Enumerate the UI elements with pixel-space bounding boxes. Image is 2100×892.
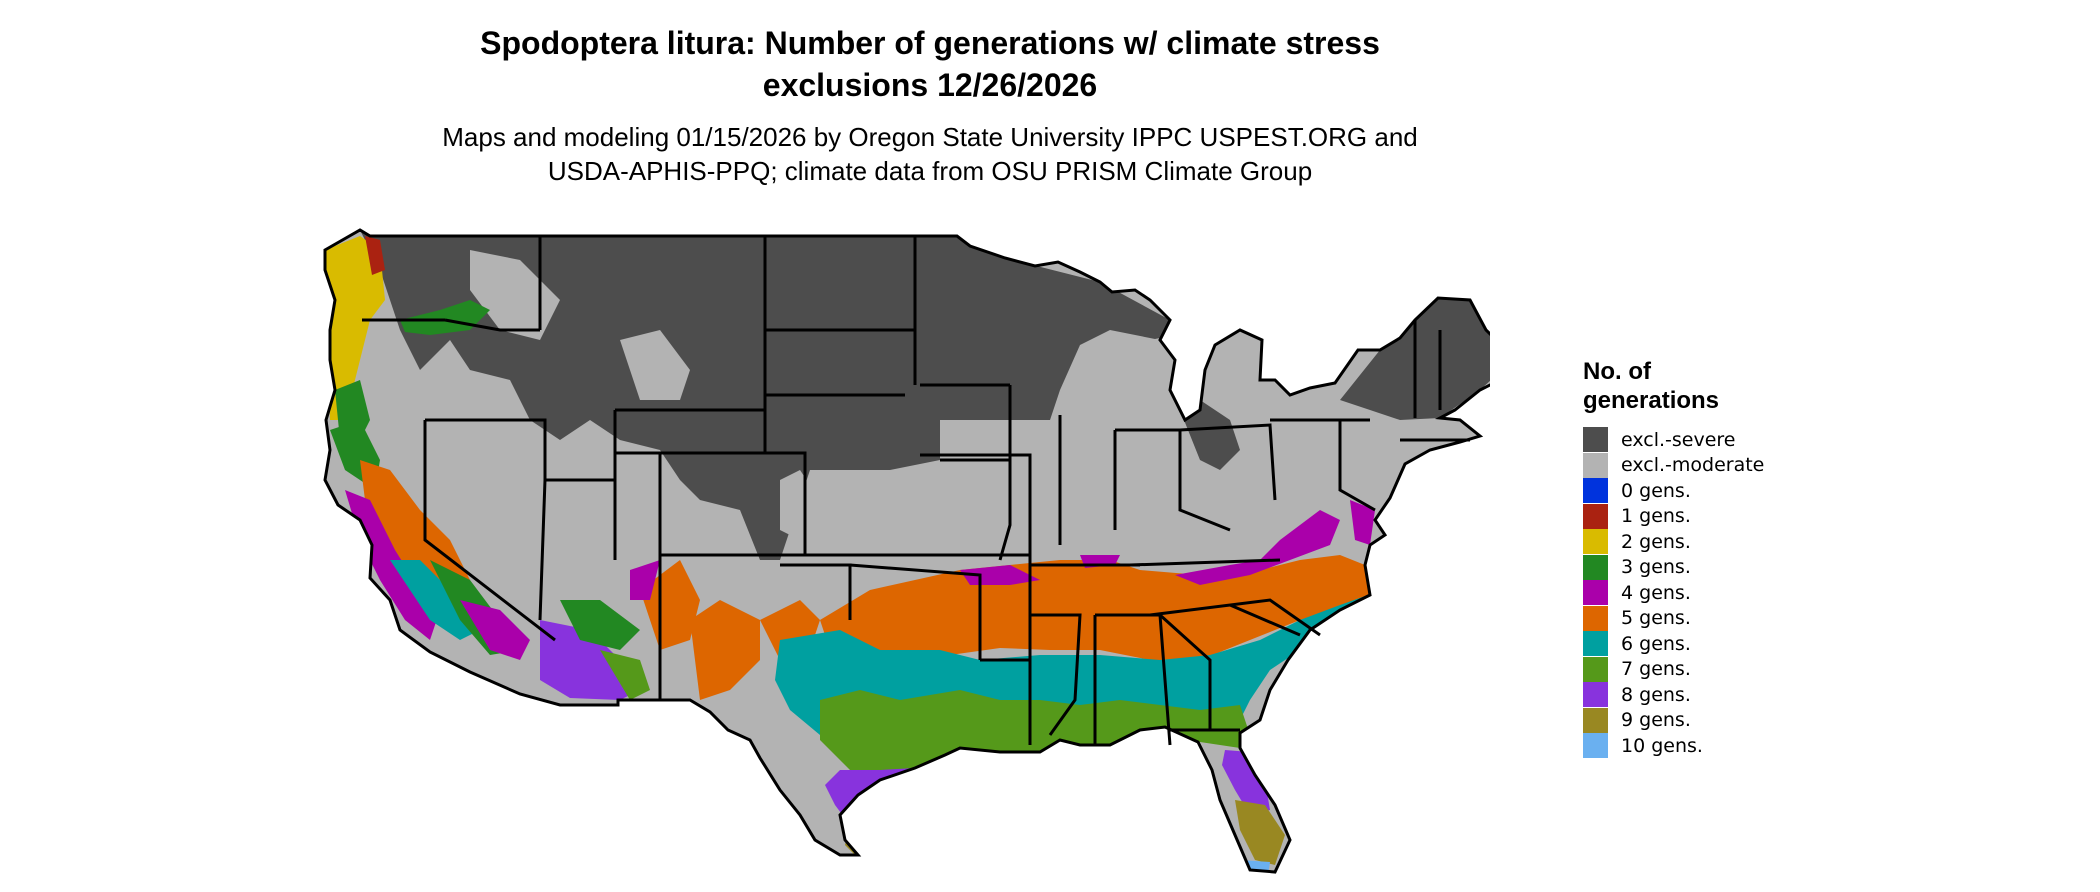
legend-swatch bbox=[1583, 427, 1608, 453]
map-title: Spodoptera litura: Number of generations… bbox=[0, 22, 1860, 106]
legend: No. of generations excl.-severe excl.-mod… bbox=[1583, 357, 1764, 759]
legend-label: 6 gens. bbox=[1621, 632, 1691, 655]
legend-label: 5 gens. bbox=[1621, 607, 1691, 630]
legend-item: 6 gens. bbox=[1583, 631, 1764, 657]
legend-item: 0 gens. bbox=[1583, 478, 1764, 504]
legend-item: 9 gens. bbox=[1583, 707, 1764, 734]
legend-label: excl.-moderate bbox=[1621, 454, 1765, 477]
legend-item: 3 gens. bbox=[1583, 554, 1764, 581]
legend-label: 1 gens. bbox=[1621, 505, 1691, 528]
legend-title: No. of generations bbox=[1583, 357, 1764, 415]
legend-item: 2 gens. bbox=[1583, 529, 1764, 555]
map-subtitle-line2: USDA-APHIS-PPQ; climate data from OSU PR… bbox=[547, 156, 1313, 186]
legend-items: excl.-severe excl.-moderate 0 gens. 1 gens.… bbox=[1583, 427, 1764, 759]
legend-label: 4 gens. bbox=[1621, 581, 1691, 604]
legend-item: 1 gens. bbox=[1583, 503, 1764, 530]
legend-swatch bbox=[1583, 707, 1608, 733]
legend-item: 10 gens. bbox=[1583, 733, 1764, 759]
map-title-line1: Spodoptera litura: Number of generations… bbox=[480, 25, 1380, 61]
legend-swatch bbox=[1583, 580, 1608, 606]
legend-swatch bbox=[1583, 605, 1608, 631]
legend-swatch bbox=[1583, 452, 1608, 478]
legend-swatch bbox=[1583, 478, 1608, 504]
legend-label: 0 gens. bbox=[1621, 479, 1691, 502]
legend-swatch bbox=[1583, 656, 1608, 682]
legend-label: 2 gens. bbox=[1621, 530, 1691, 553]
legend-swatch bbox=[1583, 682, 1608, 708]
legend-title-line2: generations bbox=[1583, 387, 1720, 414]
us-generations-map bbox=[323, 228, 1490, 874]
legend-item: 7 gens. bbox=[1583, 656, 1764, 683]
legend-swatch bbox=[1583, 503, 1608, 529]
legend-label: 9 gens. bbox=[1621, 709, 1691, 732]
legend-label: 10 gens. bbox=[1621, 734, 1703, 757]
legend-item: 4 gens. bbox=[1583, 580, 1764, 606]
map-title-line2: exclusions 12/26/2026 bbox=[762, 67, 1098, 103]
legend-label: excl.-severe bbox=[1621, 428, 1736, 451]
legend-swatch bbox=[1583, 529, 1608, 555]
legend-item: excl.-moderate bbox=[1583, 452, 1765, 479]
legend-swatch bbox=[1583, 554, 1608, 580]
legend-swatch bbox=[1583, 631, 1608, 657]
legend-title-line1: No. of bbox=[1583, 358, 1651, 385]
legend-label: 3 gens. bbox=[1621, 556, 1691, 579]
map-subtitle: Maps and modeling 01/15/2026 by Oregon S… bbox=[0, 120, 1860, 188]
legend-label: 8 gens. bbox=[1621, 683, 1691, 706]
legend-item: excl.-severe bbox=[1583, 427, 1764, 453]
legend-swatch bbox=[1583, 733, 1608, 759]
legend-item: 5 gens. bbox=[1583, 605, 1764, 632]
legend-item: 8 gens. bbox=[1583, 682, 1764, 708]
map-subtitle-line1: Maps and modeling 01/15/2026 by Oregon S… bbox=[442, 122, 1418, 152]
legend-label: 7 gens. bbox=[1621, 658, 1691, 681]
